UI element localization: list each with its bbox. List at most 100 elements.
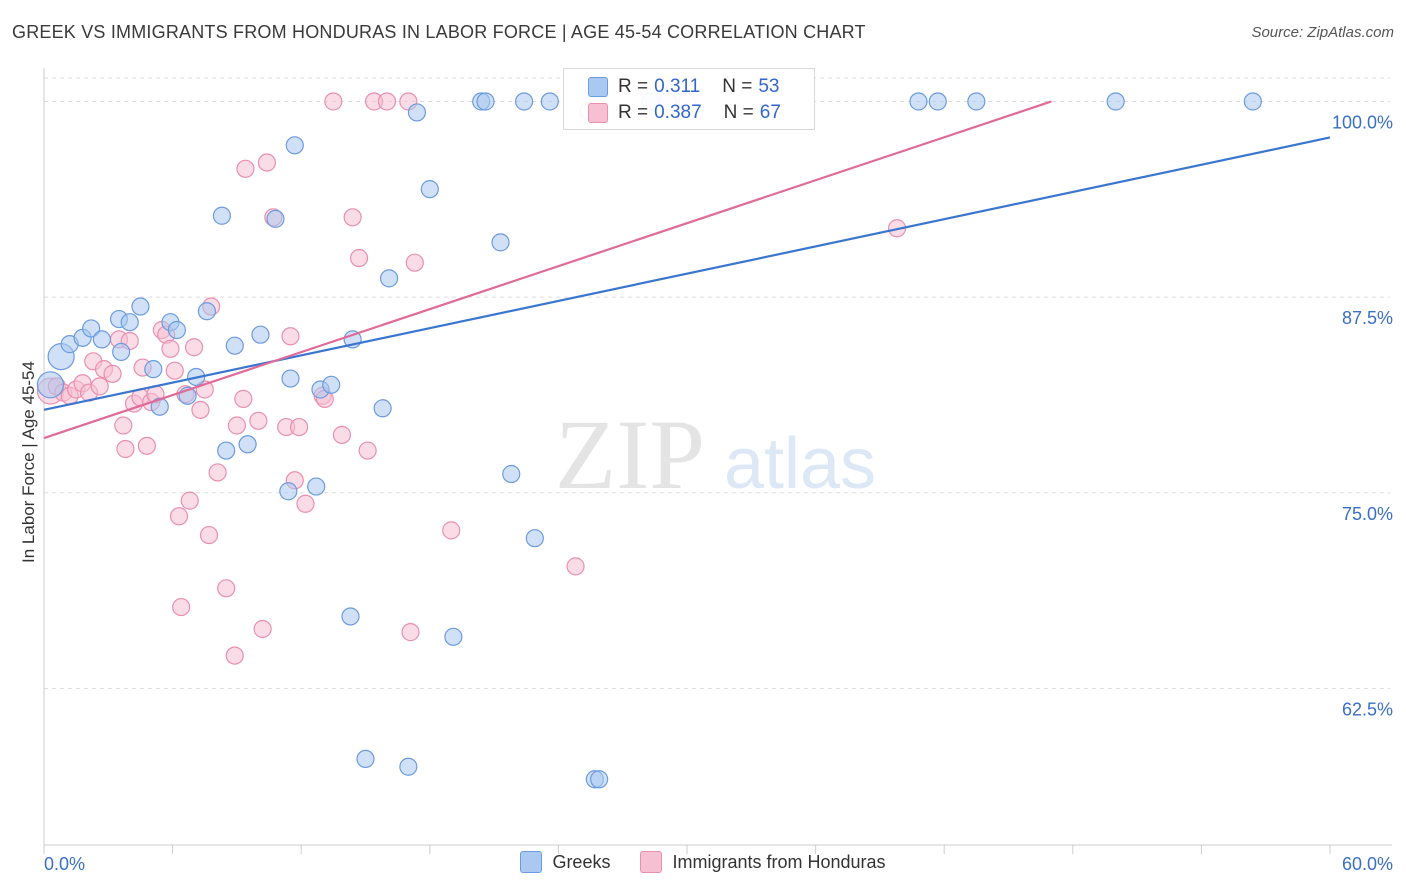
legend-label-honduras: Immigrants from Honduras — [672, 851, 886, 872]
honduras-point — [257, 153, 277, 172]
honduras-point — [217, 579, 236, 598]
stats-row-greeks: R = 0.311 N = 53 — [588, 74, 780, 100]
x-tick-label-max: 60.0% — [1342, 854, 1393, 874]
honduras-point — [281, 327, 300, 346]
watermark-atlas: atlas — [724, 424, 876, 504]
greeks-point — [238, 435, 257, 454]
honduras-point — [349, 248, 369, 268]
y-tick-label: 87.5% — [1342, 308, 1393, 328]
honduras-point — [103, 364, 122, 383]
greeks-point — [590, 770, 609, 789]
n-value: 53 — [758, 76, 780, 97]
greeks-point — [356, 749, 375, 769]
greeks-point — [279, 482, 298, 501]
greeks-point — [225, 336, 244, 355]
stats-legend: R = 0.311 N = 53 R = 0.387 N = 67 — [563, 68, 815, 130]
r-label: R = — [618, 102, 649, 123]
greeks-point — [379, 269, 399, 288]
greeks-point — [444, 627, 463, 646]
honduras-point — [296, 494, 315, 513]
honduras-point — [180, 491, 199, 510]
greeks-point — [144, 360, 163, 379]
greeks-point — [476, 92, 495, 111]
greeks-point — [82, 319, 101, 338]
honduras-point — [253, 619, 272, 639]
watermark: ZIP atlas — [555, 399, 876, 510]
y-tick-label: 100.0% — [1332, 112, 1393, 132]
greeks-point — [120, 313, 139, 332]
honduras-trend-line — [43, 100, 1052, 440]
greeks-point — [373, 399, 392, 418]
greeks-point — [112, 342, 131, 362]
r-label: R = — [618, 76, 649, 97]
honduras-point — [116, 439, 135, 459]
greeks-point — [36, 371, 65, 399]
greeks-point — [515, 92, 534, 111]
watermark-zip: ZIP — [555, 399, 705, 510]
trend-lines — [43, 100, 1331, 440]
greeks-point — [420, 180, 439, 199]
greeks-point — [92, 330, 111, 349]
legend-item-greeks[interactable]: Greeks — [520, 851, 610, 873]
honduras-point — [227, 416, 246, 435]
legend-item-honduras[interactable]: Immigrants from Honduras — [640, 851, 886, 873]
r-value: 0.311 — [654, 76, 701, 97]
honduras-point — [137, 436, 156, 455]
honduras-point — [401, 623, 420, 642]
honduras-point — [442, 521, 461, 540]
honduras-point — [191, 400, 210, 419]
honduras-point — [249, 411, 268, 430]
greeks-point — [212, 206, 231, 225]
r-value: 0.387 — [654, 102, 702, 123]
honduras-point — [236, 159, 255, 178]
stats-row-honduras: R = 0.387 N = 67 — [588, 100, 781, 126]
greeks-point — [197, 302, 216, 321]
data-points — [36, 92, 1262, 789]
greeks-point — [525, 529, 544, 548]
honduras-point — [377, 92, 397, 111]
honduras-point — [114, 416, 133, 435]
axis-labels: 62.5% 75.0% 87.5% 100.0% 0.0% 60.0% In Labor F… — [19, 112, 1393, 874]
greeks-point — [285, 136, 304, 155]
honduras-point — [405, 253, 424, 272]
greeks-point — [217, 441, 236, 460]
y-axis-title: In Labor Force | Age 45-54 — [19, 361, 38, 563]
honduras-point — [358, 441, 377, 460]
legend-label-greeks: Greeks — [552, 851, 611, 872]
greeks-swatch — [588, 77, 608, 97]
honduras-point — [199, 525, 219, 545]
n-label: N = — [723, 102, 754, 123]
honduras-point — [225, 646, 244, 665]
honduras-point — [169, 507, 189, 526]
greeks-point — [1243, 92, 1262, 111]
greeks-point — [1106, 92, 1125, 111]
honduras-point — [208, 463, 227, 482]
n-value: 67 — [759, 102, 781, 123]
n-label: N = — [722, 76, 753, 97]
honduras-swatch — [588, 103, 608, 123]
greeks-point — [399, 757, 418, 776]
x-tick-label-min: 0.0% — [44, 854, 85, 874]
honduras-point — [184, 338, 204, 357]
honduras-point — [566, 557, 585, 576]
honduras-point — [172, 597, 191, 617]
greeks-trend-line — [43, 136, 1331, 411]
honduras-point — [332, 425, 352, 444]
greeks-point — [251, 325, 270, 344]
greeks-point — [167, 320, 186, 340]
greeks-point — [407, 103, 427, 122]
axes — [43, 68, 1392, 854]
greeks-point — [307, 477, 326, 496]
honduras-legend-swatch — [640, 851, 663, 873]
y-tick-label: 62.5% — [1342, 699, 1393, 719]
greeks-legend-swatch — [520, 851, 543, 873]
honduras-point — [234, 389, 253, 408]
greeks-point — [341, 607, 360, 626]
greeks-point — [928, 92, 947, 111]
honduras-point — [324, 92, 343, 111]
greeks-point — [322, 375, 341, 394]
bottom-legend: Greeks Immigrants from Honduras — [0, 851, 1406, 873]
honduras-point — [343, 208, 362, 227]
